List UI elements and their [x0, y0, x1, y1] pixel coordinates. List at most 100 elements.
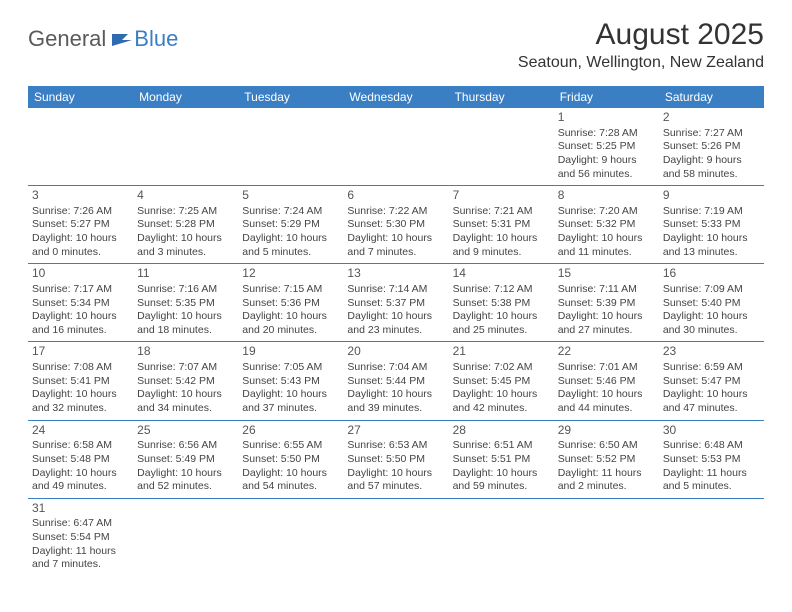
calendar-cell: 8Sunrise: 7:20 AMSunset: 5:32 PMDaylight…: [554, 186, 659, 264]
sunrise-text: Sunrise: 7:07 AM: [137, 361, 234, 375]
sunset-text: Sunset: 5:46 PM: [558, 375, 655, 389]
daylight-text: Daylight: 10 hours and 13 minutes.: [663, 232, 760, 259]
sunset-text: Sunset: 5:53 PM: [663, 453, 760, 467]
daylight-text: Daylight: 10 hours and 37 minutes.: [242, 388, 339, 415]
daylight-text: Daylight: 10 hours and 52 minutes.: [137, 467, 234, 494]
day-number: 1: [558, 110, 655, 126]
calendar-cell: 22Sunrise: 7:01 AMSunset: 5:46 PMDayligh…: [554, 342, 659, 420]
calendar-cell: [449, 498, 554, 576]
calendar-cell: 25Sunrise: 6:56 AMSunset: 5:49 PMDayligh…: [133, 420, 238, 498]
sunset-text: Sunset: 5:45 PM: [453, 375, 550, 389]
daylight-text: Daylight: 10 hours and 57 minutes.: [347, 467, 444, 494]
daylight-text: Daylight: 10 hours and 27 minutes.: [558, 310, 655, 337]
sunrise-text: Sunrise: 7:14 AM: [347, 283, 444, 297]
day-number: 13: [347, 266, 444, 282]
sunrise-text: Sunrise: 7:05 AM: [242, 361, 339, 375]
day-header: Monday: [133, 86, 238, 108]
daylight-text: Daylight: 9 hours and 58 minutes.: [663, 154, 760, 181]
sunset-text: Sunset: 5:44 PM: [347, 375, 444, 389]
daylight-text: Daylight: 10 hours and 3 minutes.: [137, 232, 234, 259]
calendar-cell: [449, 108, 554, 186]
calendar-cell: [28, 108, 133, 186]
day-number: 17: [32, 344, 129, 360]
day-number: 2: [663, 110, 760, 126]
daylight-text: Daylight: 10 hours and 0 minutes.: [32, 232, 129, 259]
day-number: 3: [32, 188, 129, 204]
sunrise-text: Sunrise: 7:27 AM: [663, 127, 760, 141]
sunrise-text: Sunrise: 6:59 AM: [663, 361, 760, 375]
calendar-cell: 4Sunrise: 7:25 AMSunset: 5:28 PMDaylight…: [133, 186, 238, 264]
day-header: Tuesday: [238, 86, 343, 108]
day-number: 27: [347, 423, 444, 439]
calendar-cell: 5Sunrise: 7:24 AMSunset: 5:29 PMDaylight…: [238, 186, 343, 264]
day-number: 23: [663, 344, 760, 360]
calendar-cell: 14Sunrise: 7:12 AMSunset: 5:38 PMDayligh…: [449, 264, 554, 342]
calendar-cell: 15Sunrise: 7:11 AMSunset: 5:39 PMDayligh…: [554, 264, 659, 342]
daylight-text: Daylight: 10 hours and 20 minutes.: [242, 310, 339, 337]
daylight-text: Daylight: 9 hours and 56 minutes.: [558, 154, 655, 181]
sunset-text: Sunset: 5:41 PM: [32, 375, 129, 389]
calendar-cell: 18Sunrise: 7:07 AMSunset: 5:42 PMDayligh…: [133, 342, 238, 420]
calendar-cell: 19Sunrise: 7:05 AMSunset: 5:43 PMDayligh…: [238, 342, 343, 420]
sunset-text: Sunset: 5:30 PM: [347, 218, 444, 232]
sunrise-text: Sunrise: 6:48 AM: [663, 439, 760, 453]
day-number: 26: [242, 423, 339, 439]
calendar-cell: 10Sunrise: 7:17 AMSunset: 5:34 PMDayligh…: [28, 264, 133, 342]
sunset-text: Sunset: 5:38 PM: [453, 297, 550, 311]
sunset-text: Sunset: 5:31 PM: [453, 218, 550, 232]
daylight-text: Daylight: 10 hours and 32 minutes.: [32, 388, 129, 415]
day-number: 4: [137, 188, 234, 204]
sunrise-text: Sunrise: 6:50 AM: [558, 439, 655, 453]
calendar-cell: 12Sunrise: 7:15 AMSunset: 5:36 PMDayligh…: [238, 264, 343, 342]
sunset-text: Sunset: 5:48 PM: [32, 453, 129, 467]
calendar-cell: 23Sunrise: 6:59 AMSunset: 5:47 PMDayligh…: [659, 342, 764, 420]
calendar-cell: 3Sunrise: 7:26 AMSunset: 5:27 PMDaylight…: [28, 186, 133, 264]
sunset-text: Sunset: 5:33 PM: [663, 218, 760, 232]
sunrise-text: Sunrise: 7:11 AM: [558, 283, 655, 297]
sunset-text: Sunset: 5:49 PM: [137, 453, 234, 467]
calendar-cell: [238, 498, 343, 576]
sunrise-text: Sunrise: 7:28 AM: [558, 127, 655, 141]
sunrise-text: Sunrise: 6:58 AM: [32, 439, 129, 453]
sunset-text: Sunset: 5:51 PM: [453, 453, 550, 467]
sunrise-text: Sunrise: 7:17 AM: [32, 283, 129, 297]
daylight-text: Daylight: 10 hours and 49 minutes.: [32, 467, 129, 494]
sunset-text: Sunset: 5:42 PM: [137, 375, 234, 389]
day-number: 12: [242, 266, 339, 282]
calendar-cell: 16Sunrise: 7:09 AMSunset: 5:40 PMDayligh…: [659, 264, 764, 342]
calendar-cell: [133, 498, 238, 576]
day-header-row: Sunday Monday Tuesday Wednesday Thursday…: [28, 86, 764, 108]
calendar-cell: 20Sunrise: 7:04 AMSunset: 5:44 PMDayligh…: [343, 342, 448, 420]
sunrise-text: Sunrise: 7:25 AM: [137, 205, 234, 219]
day-number: 7: [453, 188, 550, 204]
calendar-cell: 6Sunrise: 7:22 AMSunset: 5:30 PMDaylight…: [343, 186, 448, 264]
day-header: Thursday: [449, 86, 554, 108]
calendar-cell: [343, 108, 448, 186]
month-title: August 2025: [518, 18, 764, 52]
day-header: Wednesday: [343, 86, 448, 108]
sunrise-text: Sunrise: 6:53 AM: [347, 439, 444, 453]
sunset-text: Sunset: 5:54 PM: [32, 531, 129, 545]
daylight-text: Daylight: 10 hours and 47 minutes.: [663, 388, 760, 415]
calendar-row: 31Sunrise: 6:47 AMSunset: 5:54 PMDayligh…: [28, 498, 764, 576]
day-number: 15: [558, 266, 655, 282]
sunrise-text: Sunrise: 7:15 AM: [242, 283, 339, 297]
daylight-text: Daylight: 10 hours and 7 minutes.: [347, 232, 444, 259]
daylight-text: Daylight: 10 hours and 54 minutes.: [242, 467, 339, 494]
calendar-cell: 2Sunrise: 7:27 AMSunset: 5:26 PMDaylight…: [659, 108, 764, 186]
sunset-text: Sunset: 5:39 PM: [558, 297, 655, 311]
calendar-cell: [659, 498, 764, 576]
calendar-cell: [343, 498, 448, 576]
day-number: 22: [558, 344, 655, 360]
sunset-text: Sunset: 5:28 PM: [137, 218, 234, 232]
day-number: 19: [242, 344, 339, 360]
calendar-row: 3Sunrise: 7:26 AMSunset: 5:27 PMDaylight…: [28, 186, 764, 264]
sunset-text: Sunset: 5:32 PM: [558, 218, 655, 232]
calendar-cell: 17Sunrise: 7:08 AMSunset: 5:41 PMDayligh…: [28, 342, 133, 420]
sunrise-text: Sunrise: 7:24 AM: [242, 205, 339, 219]
calendar-cell: 9Sunrise: 7:19 AMSunset: 5:33 PMDaylight…: [659, 186, 764, 264]
day-number: 5: [242, 188, 339, 204]
daylight-text: Daylight: 10 hours and 59 minutes.: [453, 467, 550, 494]
sunrise-text: Sunrise: 7:02 AM: [453, 361, 550, 375]
logo-text-general: General: [28, 26, 106, 52]
